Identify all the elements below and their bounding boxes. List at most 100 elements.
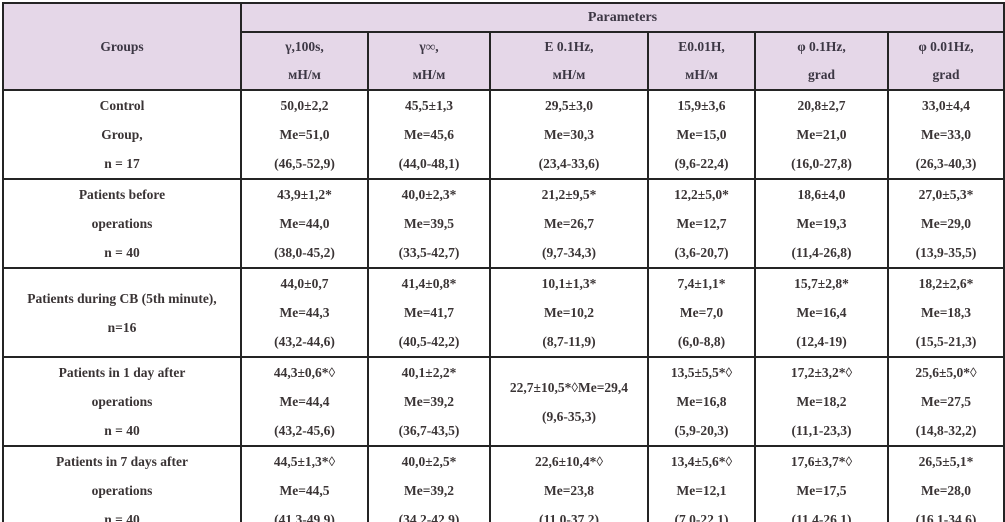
column-header-phi-01hz: φ 0.1Hz, grad (754, 31, 889, 91)
cell-line: (11,1-23,3) (791, 423, 852, 438)
group-label-line: n=16 (107, 319, 137, 335)
group-label-line: Patients before (78, 187, 166, 202)
groups-header-label: Groups (100, 39, 144, 54)
data-cell: 44,3±0,6*◊ Me=44,4 (43,2-45,6) (240, 356, 369, 447)
cell-line: 13,4±5,6*◊ (670, 454, 733, 469)
column-header-line: φ 0.1Hz, (797, 39, 846, 54)
column-header-line: мН/м (412, 67, 446, 82)
column-header-line: мН/м (552, 67, 586, 82)
cell-line: 18,6±4,0 (797, 187, 846, 202)
data-cell: 18,6±4,0 Me=19,3 (11,4-26,8) (754, 178, 889, 269)
cell-line: (3,6-20,7) (674, 245, 729, 260)
cell-line: (33,5-42,7) (398, 245, 460, 260)
cell-line: 22,6±10,4*◊ (534, 454, 604, 469)
column-header-line: мН/м (685, 67, 718, 82)
groups-header-cell: Groups (2, 2, 242, 91)
cell-line: 44,5±1,3*◊ (273, 454, 336, 469)
table-row-during-cb: Patients during CB (5th minute), n=16 44… (2, 267, 1005, 358)
cell-line: 25,6±5,0*◊ (915, 365, 977, 380)
cell-line: (40,5-42,2) (398, 334, 460, 349)
cell-line: (15,5-21,3) (915, 334, 977, 349)
data-cell: 7,4±1,1* Me=7,0 (6,0-8,8) (647, 267, 756, 358)
column-header-phi-001hz: φ 0.01Hz, grad (886, 31, 1005, 91)
data-cell: 15,9±3,6 Me=15,0 (9,6-22,4) (647, 89, 756, 180)
cell-line: (46,5-52,9) (274, 156, 335, 171)
cell-line: 44,0±0,7 (280, 276, 329, 291)
cell-line: Me=27,5 (920, 394, 972, 409)
table-row-control-group: Control Group, n = 17 50,0±2,2 Me=51,0 (… (2, 89, 1005, 180)
data-cell: 45,5±1,3 Me=45,6 (44,0-48,1) (367, 89, 491, 180)
cell-line: 17,2±3,2*◊ (790, 365, 853, 380)
data-cell: 40,1±2,2* Me=39,2 (36,7-43,5) (367, 356, 491, 447)
cell-line: (9,6-35,3) (542, 408, 596, 424)
column-header-line: мН/м (288, 67, 321, 82)
cell-line: (26,3-40,3) (915, 156, 977, 171)
group-label-line: operations (91, 483, 153, 498)
column-header-line: E 0.1Hz, (544, 39, 594, 54)
cell-line: 29,5±3,0 (545, 98, 593, 113)
cell-line: (11,4-26,1) (791, 512, 852, 522)
cell-line: Me=21,0 (796, 127, 847, 142)
cell-line: (9,6-22,4) (674, 156, 729, 171)
cell-line: (41,3-49,9) (274, 512, 335, 522)
table-row-7-days-after: Patients in 7 days after operations n = … (2, 445, 1005, 522)
column-header-gamma-inf: γ∞, мН/м (367, 31, 491, 91)
cell-line: 13,5±5,5*◊ (670, 365, 733, 380)
cell-line: (11,0-37,2) (539, 512, 599, 522)
cell-line: (9,7-34,3) (542, 245, 596, 260)
data-cell: 40,0±2,5* Me=39,2 (34,2-42,9) (367, 445, 491, 522)
cell-line: 50,0±2,2 (280, 98, 329, 113)
group-label-line: Patients in 1 day after (58, 365, 186, 380)
group-label-line: n = 40 (104, 512, 140, 522)
cell-line: 17,6±3,7*◊ (790, 454, 853, 469)
cell-line: Me=23,8 (543, 483, 595, 498)
cell-line: Me=51,0 (279, 127, 330, 142)
cell-line: (7,0-22,1) (674, 512, 729, 522)
data-cell: 22,6±10,4*◊ Me=23,8 (11,0-37,2) (489, 445, 649, 522)
cell-line: 18,2±2,6* (918, 276, 974, 291)
group-label-line: n = 40 (104, 423, 140, 438)
cell-line: Me=44,3 (279, 305, 330, 320)
data-cell: 13,4±5,6*◊ Me=12,1 (7,0-22,1) (647, 445, 756, 522)
group-label-line: operations (91, 394, 153, 409)
data-cell: 22,7±10,5*◊Me=29,4 (9,6-35,3) (489, 356, 649, 447)
cell-line: 41,4±0,8* (401, 276, 457, 291)
cell-line: Me=18,3 (920, 305, 972, 320)
cell-line: Me=17,5 (796, 483, 847, 498)
cell-line: Me=39,2 (403, 394, 455, 409)
cell-line: Me=12,7 (676, 216, 727, 231)
cell-line: (13,9-35,5) (915, 245, 977, 260)
cell-line: 20,8±2,7 (797, 98, 846, 113)
group-cell: Patients during CB (5th minute), n=16 (2, 267, 242, 358)
group-label-line: Patients during CB (5th minute), (27, 290, 217, 306)
cell-line: Me=45,6 (403, 127, 455, 142)
cell-line: Me=44,4 (279, 394, 330, 409)
cell-line: (43,2-45,6) (274, 423, 335, 438)
cell-line: 27,0±5,3* (918, 187, 974, 202)
cell-line: (23,4-33,6) (538, 156, 600, 171)
cell-line: (12,4-19) (796, 334, 847, 349)
cell-line: Me=39,2 (403, 483, 455, 498)
data-cell: 13,5±5,5*◊ Me=16,8 (5,9-20,3) (647, 356, 756, 447)
cell-line: 12,2±5,0* (674, 187, 729, 202)
data-cell: 12,2±5,0* Me=12,7 (3,6-20,7) (647, 178, 756, 269)
cell-line: (11,4-26,8) (791, 245, 852, 260)
cell-line: (34,2-42,9) (398, 512, 460, 522)
group-label-line: operations (91, 216, 153, 231)
cell-line: (36,7-43,5) (398, 423, 460, 438)
cell-line: Me=33,0 (920, 127, 972, 142)
table-row-1-day-after: Patients in 1 day after operations n = 4… (2, 356, 1005, 447)
data-cell: 15,7±2,8* Me=16,4 (12,4-19) (754, 267, 889, 358)
column-header-line: γ,100s, (285, 39, 324, 54)
data-cell: 44,0±0,7 Me=44,3 (43,2-44,6) (240, 267, 369, 358)
group-cell: Control Group, n = 17 (2, 89, 242, 180)
cell-line: (16,0-27,8) (791, 156, 852, 171)
column-header-line: E0.01H, (678, 39, 725, 54)
cell-line: Me=15,0 (676, 127, 727, 142)
cell-line: (38,0-45,2) (274, 245, 335, 260)
cell-line: Me=39,5 (403, 216, 455, 231)
cell-line: 43,9±1,2* (277, 187, 332, 202)
cell-line: 40,0±2,5* (401, 454, 457, 469)
cell-line: Me=30,3 (543, 127, 595, 142)
